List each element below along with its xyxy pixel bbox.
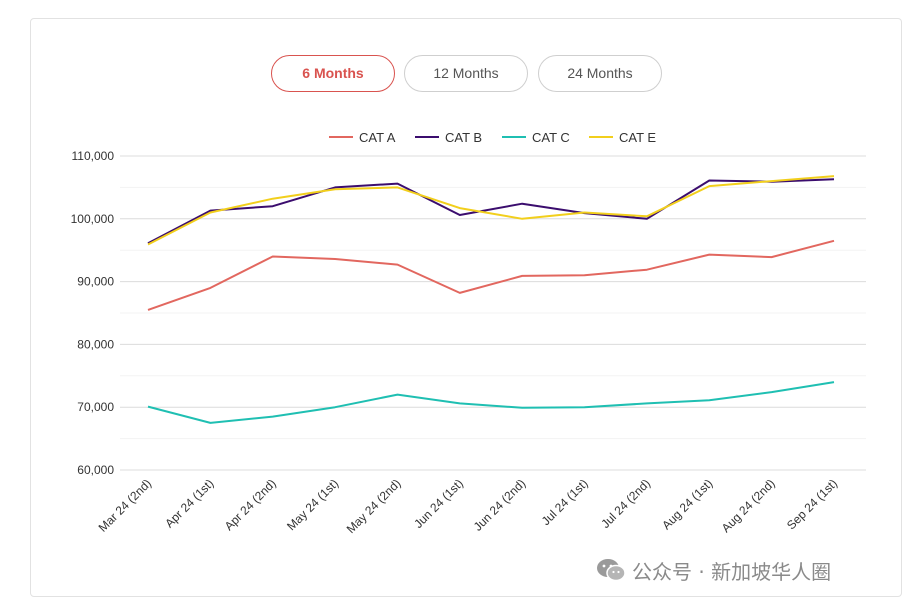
x-tick-label: Apr 24 (1st) xyxy=(162,476,216,530)
x-tick-label: Jul 24 (1st) xyxy=(539,476,591,528)
six-months-button[interactable]: 6 Months xyxy=(271,55,395,92)
x-tick-label: Jun 24 (1st) xyxy=(411,476,466,531)
y-tick-label: 80,000 xyxy=(77,337,114,351)
twenty-four-months-button[interactable]: 24 Months xyxy=(538,55,662,92)
series-line-cat-a xyxy=(147,239,835,311)
chart-card xyxy=(30,18,902,597)
y-tick-label: 90,000 xyxy=(77,275,114,289)
x-tick-label: Aug 24 (1st) xyxy=(659,476,715,532)
legend-label-cat-c: CAT C xyxy=(532,130,570,145)
y-tick-label: 110,000 xyxy=(72,149,115,163)
y-tick-label: 60,000 xyxy=(77,463,114,477)
x-tick-label: Mar 24 (2nd) xyxy=(96,476,154,534)
x-tick-label: Jul 24 (2nd) xyxy=(598,476,653,531)
series-line-cat-b xyxy=(147,178,835,245)
series-line-cat-e xyxy=(147,175,835,246)
y-tick-label: 100,000 xyxy=(71,212,115,226)
x-tick-label: Sep 24 (1st) xyxy=(784,476,840,532)
x-tick-label: Apr 24 (2nd) xyxy=(222,476,279,533)
legend-label-cat-e: CAT E xyxy=(619,130,656,145)
x-tick-label: Aug 24 (2nd) xyxy=(719,476,778,535)
twelve-months-button[interactable]: 12 Months xyxy=(404,55,528,92)
watermark-text: 公众号 · 新加坡华人圈 xyxy=(632,559,832,584)
series-line-cat-c xyxy=(147,381,835,424)
legend-label-cat-a: CAT A xyxy=(359,130,396,145)
x-tick-label: May 24 (1st) xyxy=(284,476,341,533)
watermark: 公众号 · 新加坡华人圈 xyxy=(596,555,831,585)
legend-label-cat-b: CAT B xyxy=(445,130,482,145)
x-tick-label: Jun 24 (2nd) xyxy=(471,476,529,534)
y-tick-label: 70,000 xyxy=(77,400,114,414)
wechat-icon xyxy=(597,559,626,582)
x-tick-label: May 24 (2nd) xyxy=(344,476,404,536)
